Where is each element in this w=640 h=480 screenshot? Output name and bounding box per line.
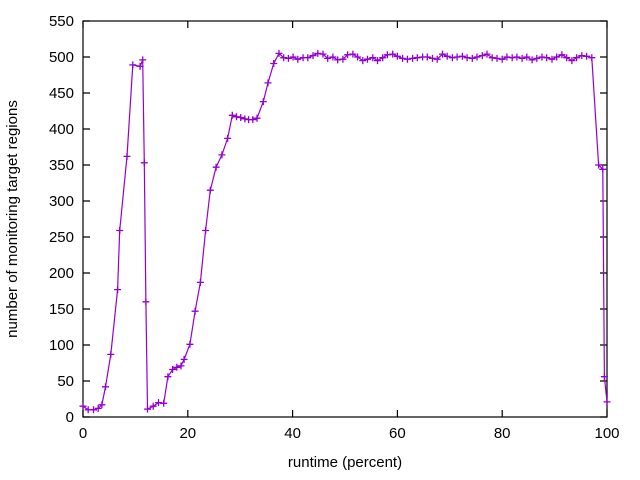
y-tick-label: 400 [49, 121, 74, 138]
tick-marks [82, 20, 608, 418]
x-axis-title: runtime (percent) [288, 454, 402, 471]
y-axis-title: number of monitoring target regions [4, 100, 21, 338]
axis-tick-labels: 0 20 40 60 80 100 0 50 100 150 200 250 300 350 400 450 5… [49, 13, 620, 442]
y-tick-label: 450 [49, 85, 74, 102]
y-tick-label: 250 [49, 229, 74, 246]
x-tick-label: 60 [389, 425, 406, 442]
y-tick-label: 200 [49, 265, 74, 282]
series-plus-markers [79, 49, 611, 414]
y-tick-label: 100 [49, 337, 74, 354]
axis-ticks [82, 20, 608, 418]
x-tick-label: 20 [179, 425, 196, 442]
series-line [82, 52, 608, 411]
y-tick-label: 150 [49, 301, 74, 318]
y-tick-label: 550 [49, 13, 74, 30]
plot-border [82, 20, 608, 418]
y-tick-label: 50 [57, 373, 74, 390]
data-series [79, 49, 611, 414]
x-tick-label: 100 [594, 425, 619, 442]
y-tick-label: 300 [49, 193, 74, 210]
y-tick-label: 0 [66, 409, 74, 426]
x-tick-label: 40 [284, 425, 301, 442]
x-tick-label: 80 [494, 425, 511, 442]
y-tick-label: 350 [49, 157, 74, 174]
y-tick-label: 500 [49, 49, 74, 66]
x-tick-label: 0 [79, 425, 87, 442]
